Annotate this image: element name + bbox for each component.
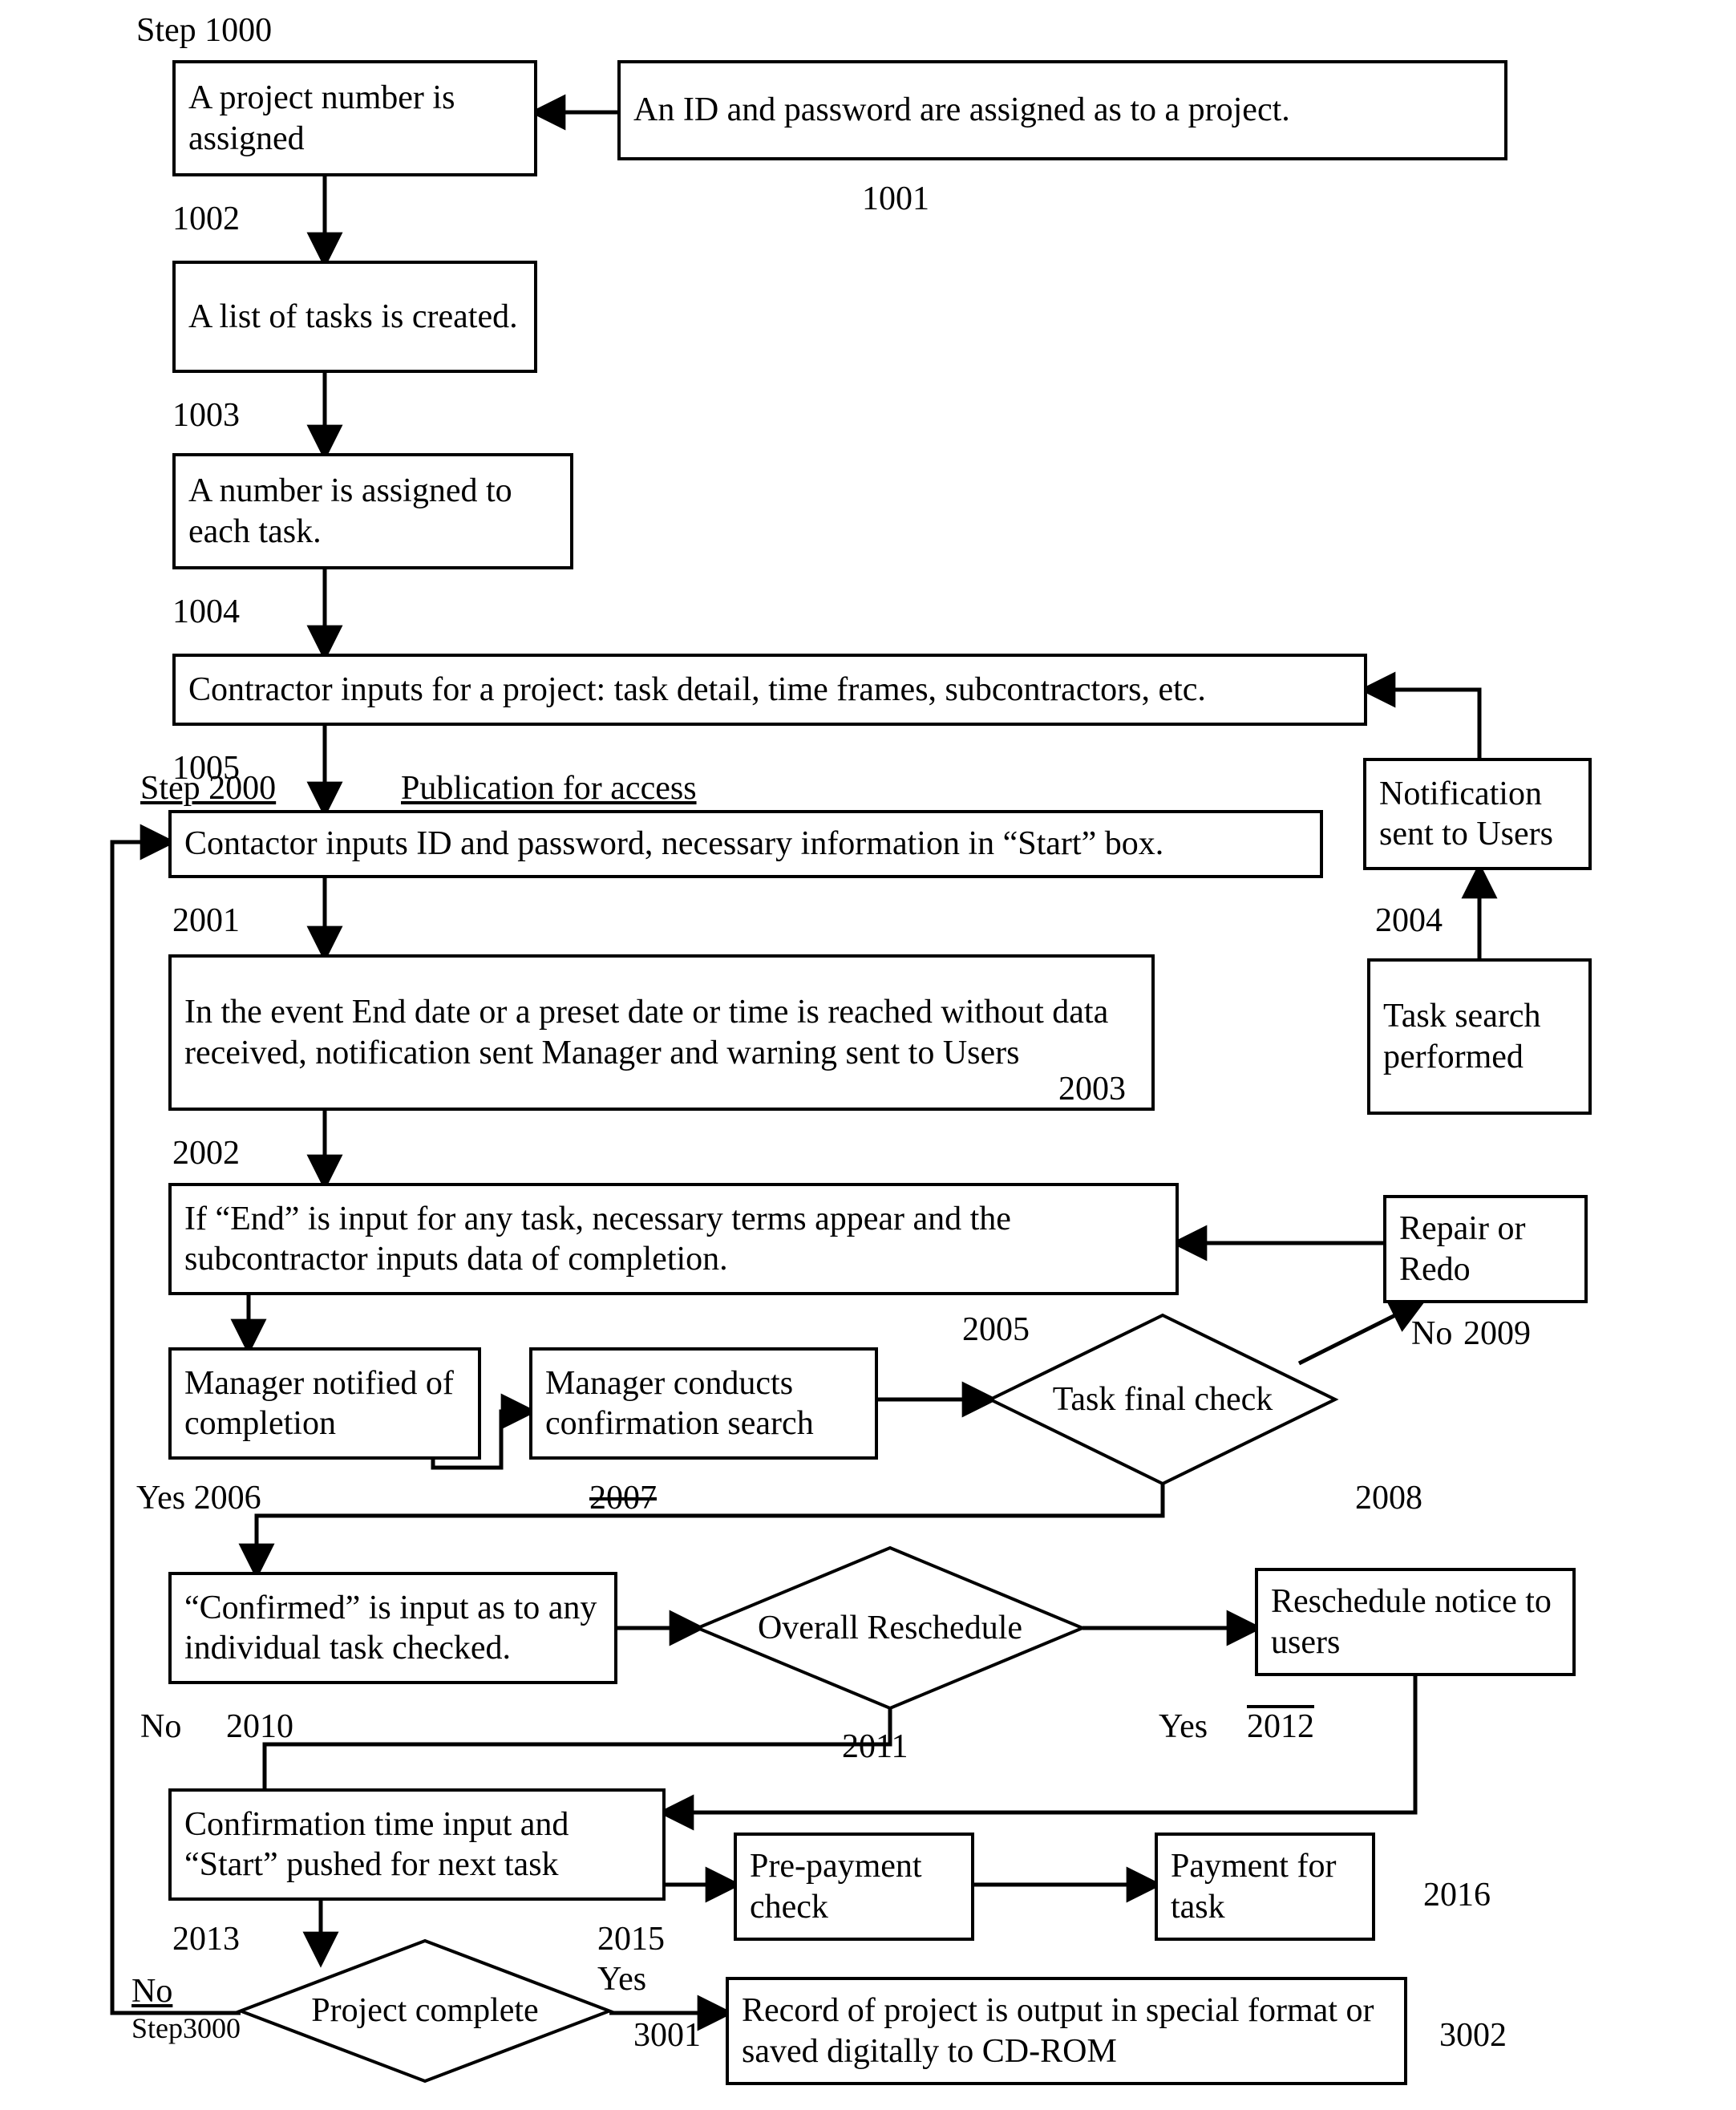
node-2005-text: If “End” is input for any task, necessar… [184, 1199, 1163, 1280]
label-2005: 2005 [962, 1311, 1030, 1348]
label-2013: 2013 [172, 1921, 240, 1958]
node-1004: A number is assigned to each task. [172, 453, 573, 569]
node-2007-text: Manager conducts confirmation search [545, 1363, 862, 1444]
node-2016: Payment for task [1155, 1833, 1375, 1941]
diamond-2011: Overall Reschedule [698, 1548, 1082, 1708]
label-1003: 1003 [172, 397, 240, 434]
node-2002-text: In the event End date or a preset date o… [184, 992, 1139, 1073]
label-1001: 1001 [862, 180, 929, 217]
label-2001: 2001 [172, 902, 240, 939]
node-2009: Repair or Redo [1383, 1195, 1588, 1303]
label-3000-no: No [132, 1973, 172, 2010]
label-1002: 1002 [172, 200, 240, 237]
node-2001: Contactor inputs ID and password, necess… [168, 810, 1323, 878]
node-1002: A project number is assigned [172, 60, 537, 176]
label-1004: 1004 [172, 593, 240, 630]
node-3002: Record of project is output in special f… [726, 1977, 1407, 2085]
node-2002: In the event End date or a preset date o… [168, 954, 1155, 1111]
node-2012-text: Reschedule notice to users [1271, 1581, 1560, 1662]
label-2016: 2016 [1423, 1877, 1491, 1914]
diamond-3001-text: Project complete [241, 1941, 609, 2081]
node-2006: Manager notified of completion [168, 1347, 481, 1460]
node-1001: An ID and password are assigned as to a … [617, 60, 1507, 160]
node-3002-text: Record of project is output in special f… [742, 1991, 1391, 2072]
label-2004: 2004 [1375, 902, 1443, 939]
label-2012: 2012 [1247, 1708, 1314, 1745]
diamond-2008: Task final check [990, 1315, 1335, 1484]
node-2005: If “End” is input for any task, necessar… [168, 1183, 1179, 1295]
label-2003: 2003 [1058, 1071, 1126, 1108]
node-2003-text: Task search performed [1383, 996, 1576, 1077]
node-1002-text: A project number is assigned [188, 78, 521, 159]
node-1005: Contractor inputs for a project: task de… [172, 654, 1367, 726]
label-step3000: Step3000 [132, 2013, 241, 2045]
node-2010-text: “Confirmed” is input as to any individua… [184, 1588, 601, 1669]
label-3002: 3002 [1439, 2017, 1507, 2054]
label-2012-yes: Yes [1159, 1708, 1208, 1745]
node-2001-text: Contactor inputs ID and password, necess… [184, 824, 1163, 864]
label-2015: 2015 [597, 1921, 665, 1958]
label-publication: Publication for access [401, 770, 697, 807]
label-2009-no: No [1411, 1315, 1452, 1352]
node-1005-text: Contractor inputs for a project: task de… [188, 670, 1206, 710]
diamond-2008-text: Task final check [990, 1315, 1335, 1484]
label-yes-2006: Yes 2006 [136, 1480, 261, 1517]
node-1001-text: An ID and password are assigned as to a … [633, 90, 1290, 130]
label-3001-yes: Yes [597, 1961, 646, 1998]
node-1004-text: A number is assigned to each task. [188, 471, 557, 552]
node-1003-text: A list of tasks is created. [188, 297, 518, 337]
diamond-3001: Project complete [241, 1941, 609, 2081]
node-2012: Reschedule notice to users [1255, 1568, 1576, 1676]
diamond-2011-text: Overall Reschedule [698, 1548, 1082, 1708]
node-2003: Task search performed [1367, 958, 1592, 1115]
label-2002: 2002 [172, 1135, 240, 1172]
label-2010: 2010 [226, 1708, 293, 1745]
node-2013-text: Confirmation time input and “Start” push… [184, 1804, 649, 1885]
node-2013: Confirmation time input and “Start” push… [168, 1788, 666, 1901]
node-2004-text: Notification sent to Users [1379, 774, 1576, 855]
label-2011: 2011 [842, 1728, 908, 1765]
node-1003: A list of tasks is created. [172, 261, 537, 373]
node-2009-text: Repair or Redo [1399, 1209, 1572, 1290]
node-2016-text: Payment for task [1171, 1846, 1359, 1927]
label-2007: 2007 [589, 1480, 657, 1517]
label-2008: 2008 [1355, 1480, 1422, 1517]
node-2010: “Confirmed” is input as to any individua… [168, 1572, 617, 1684]
node-2006-text: Manager notified of completion [184, 1363, 465, 1444]
label-3001: 3001 [633, 2017, 701, 2054]
node-2015: Pre-payment check [734, 1833, 974, 1941]
label-step1000: Step 1000 [136, 12, 272, 49]
label-2009: 2009 [1463, 1315, 1531, 1352]
node-2015-text: Pre-payment check [750, 1846, 958, 1927]
label-2010-no: No [140, 1708, 181, 1745]
node-2007: Manager conducts confirmation search [529, 1347, 878, 1460]
label-step2000: Step 2000 [140, 770, 276, 807]
node-2004: Notification sent to Users [1363, 758, 1592, 870]
